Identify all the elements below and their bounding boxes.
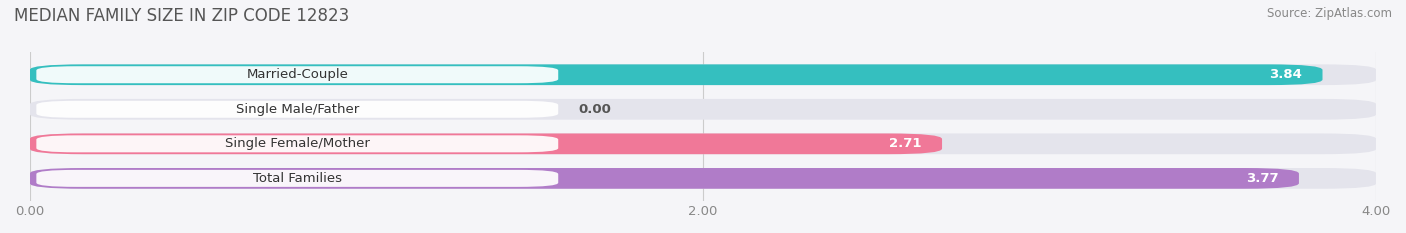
Text: Single Male/Father: Single Male/Father (236, 103, 359, 116)
Text: MEDIAN FAMILY SIZE IN ZIP CODE 12823: MEDIAN FAMILY SIZE IN ZIP CODE 12823 (14, 7, 349, 25)
Text: 2.71: 2.71 (890, 137, 922, 150)
FancyBboxPatch shape (30, 99, 1376, 120)
Text: Married-Couple: Married-Couple (246, 68, 349, 81)
FancyBboxPatch shape (37, 135, 558, 152)
Text: Single Female/Mother: Single Female/Mother (225, 137, 370, 150)
Text: 3.84: 3.84 (1270, 68, 1302, 81)
FancyBboxPatch shape (30, 134, 942, 154)
Text: 3.77: 3.77 (1246, 172, 1278, 185)
FancyBboxPatch shape (30, 168, 1376, 189)
Text: Total Families: Total Families (253, 172, 342, 185)
FancyBboxPatch shape (30, 64, 1323, 85)
Text: Source: ZipAtlas.com: Source: ZipAtlas.com (1267, 7, 1392, 20)
FancyBboxPatch shape (37, 170, 558, 187)
FancyBboxPatch shape (30, 168, 1299, 189)
FancyBboxPatch shape (30, 134, 1376, 154)
FancyBboxPatch shape (37, 101, 558, 118)
Text: 0.00: 0.00 (578, 103, 612, 116)
FancyBboxPatch shape (37, 66, 558, 83)
FancyBboxPatch shape (30, 64, 1376, 85)
